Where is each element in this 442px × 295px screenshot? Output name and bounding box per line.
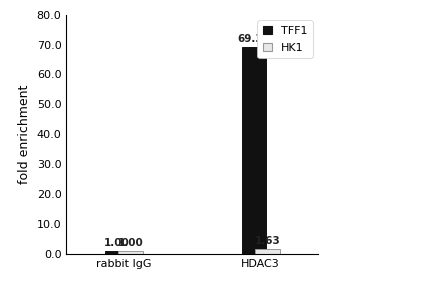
- Y-axis label: fold enrichment: fold enrichment: [18, 85, 31, 184]
- Text: 1.00: 1.00: [118, 238, 144, 248]
- Text: 1.00: 1.00: [104, 238, 130, 248]
- Bar: [255, 249, 280, 254]
- Text: 1.63: 1.63: [255, 236, 281, 246]
- Bar: [118, 251, 143, 254]
- Bar: [105, 251, 130, 254]
- Bar: [242, 47, 266, 254]
- Legend: TFF1, HK1: TFF1, HK1: [257, 20, 312, 58]
- Text: 69.33: 69.33: [237, 34, 271, 44]
